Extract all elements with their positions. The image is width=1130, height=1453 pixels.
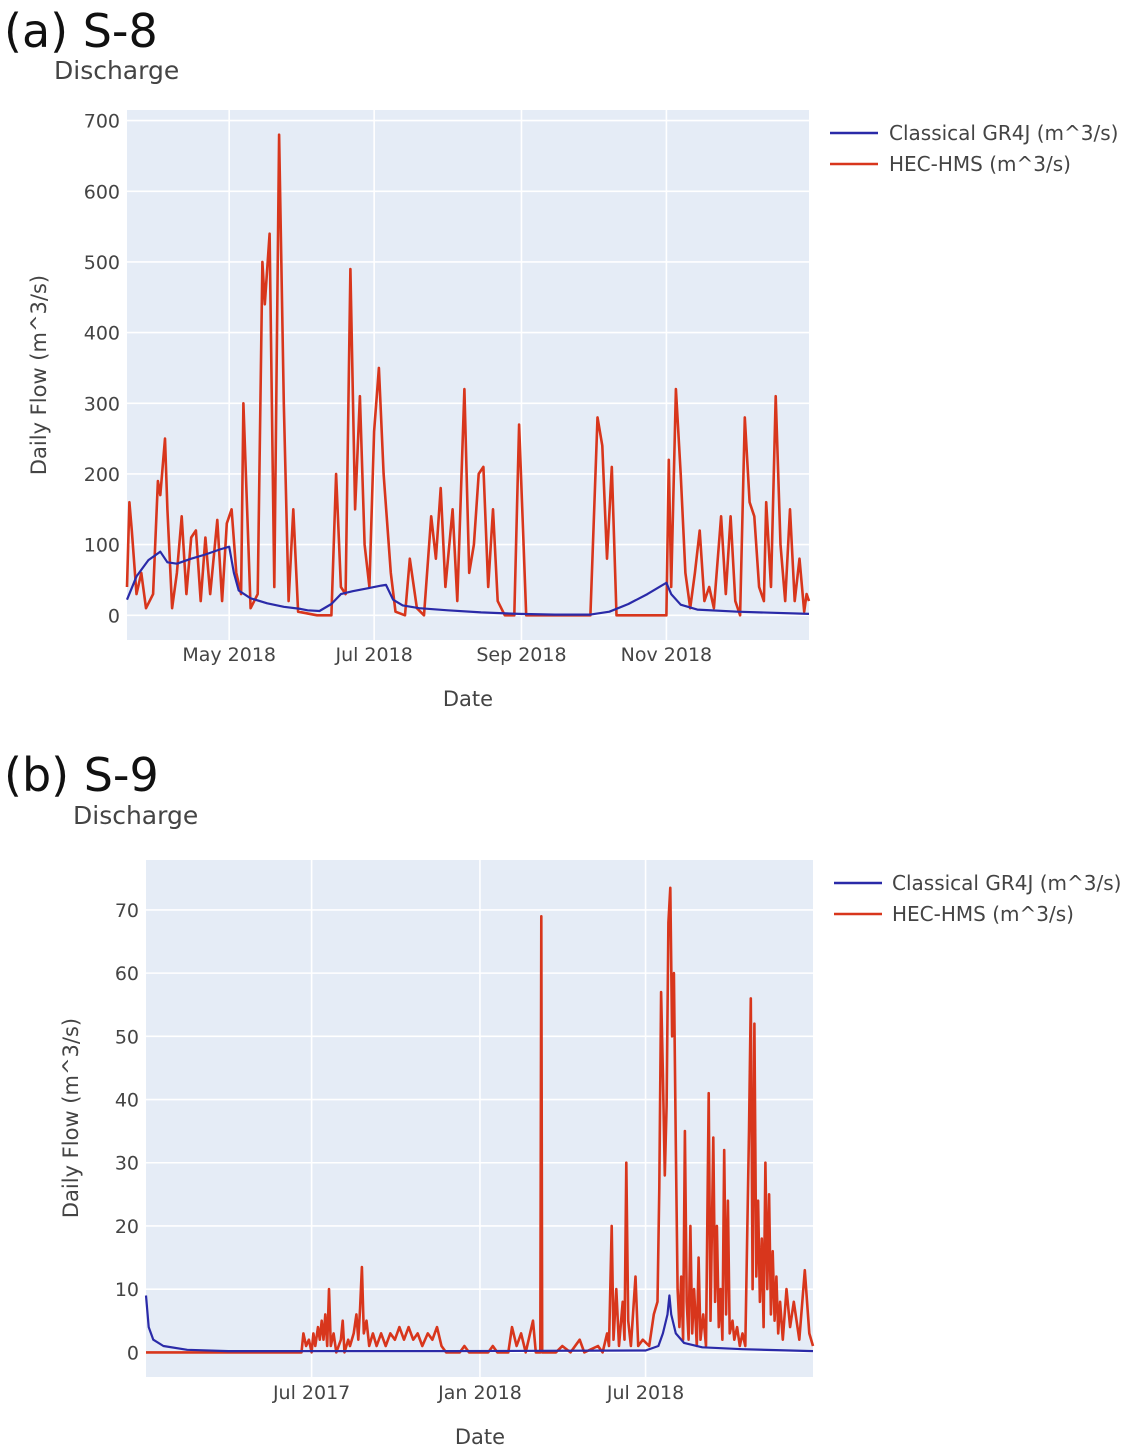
chart-b-x-tick-label: Jul 2018 <box>606 1382 684 1404</box>
chart-a: 0 100 200 300 400 500 600 700 May 2018 Jul 2018 S… <box>27 110 1118 711</box>
chart-b-x-tick-label: Jul 2017 <box>272 1382 350 1404</box>
chart-a-series-lines <box>125 133 811 617</box>
chart-a-x-tick-label: Sep 2018 <box>476 644 566 666</box>
chart-a-y-tick-label: 700 <box>84 111 120 133</box>
chart-a-y-tick-label: 200 <box>84 464 120 486</box>
chart-b-y-tick-label: 50 <box>115 1026 139 1048</box>
chart-b-series-lines <box>144 886 815 1354</box>
chart-b-grid <box>146 860 813 1377</box>
chart-a-y-axis-title: Daily Flow (m^3/s) <box>27 275 51 475</box>
chart-b-y-tick-label: 70 <box>115 900 139 922</box>
chart-b-y-ticks: 0 10 20 30 40 50 60 70 <box>115 900 139 1364</box>
chart-a-y-ticks: 0 100 200 300 400 500 600 700 <box>84 111 120 628</box>
chart-b-x-tick-label: Jan 2018 <box>437 1382 522 1404</box>
chart-b-title: Discharge <box>73 801 199 830</box>
chart-a-y-tick-label: 400 <box>84 323 120 345</box>
chart-a-x-ticks: May 2018 Jul 2018 Sep 2018 Nov 2018 <box>182 644 712 666</box>
chart-b-x-ticks: Jul 2017 Jan 2018 Jul 2018 <box>272 1382 684 1404</box>
chart-b-y-tick-label: 0 <box>127 1342 139 1364</box>
chart-b-legend-label-hec: HEC-HMS (m^3/s) <box>892 902 1074 926</box>
panel-a-label: (a) S-8 <box>4 4 158 58</box>
chart-a-legend-label-hec: HEC-HMS (m^3/s) <box>889 152 1071 176</box>
panel-b-label: (b) S-9 <box>4 748 159 802</box>
chart-b-legend-label-gr4j: Classical GR4J (m^3/s) <box>892 871 1121 895</box>
chart-a-legend-label-gr4j: Classical GR4J (m^3/s) <box>889 121 1118 145</box>
chart-b-y-tick-label: 60 <box>115 963 139 985</box>
chart-a-y-tick-label: 100 <box>84 535 120 557</box>
chart-b-gr4j-line <box>144 1294 814 1353</box>
chart-b-y-axis-title: Daily Flow (m^3/s) <box>59 1018 83 1218</box>
chart-a-x-axis-title: Date <box>443 687 493 711</box>
chart-b-y-tick-label: 30 <box>115 1153 139 1175</box>
chart-a-y-tick-label: 0 <box>108 605 120 627</box>
chart-a-x-tick-label: Nov 2018 <box>621 644 712 666</box>
chart-a-gr4j-line <box>125 545 810 616</box>
chart-b-y-tick-label: 40 <box>115 1090 139 1112</box>
chart-b-y-tick-label: 10 <box>115 1279 139 1301</box>
chart-b-hec-hms-line <box>146 886 815 1354</box>
chart-a-title: Discharge <box>54 56 180 85</box>
chart-a-x-tick-label: Jul 2018 <box>334 644 412 666</box>
chart-b-legend[interactable]: Classical GR4J (m^3/s) HEC-HMS (m^3/s) <box>834 871 1121 926</box>
chart-a-x-tick-label: May 2018 <box>182 644 276 666</box>
chart-a-y-tick-label: 600 <box>84 181 120 203</box>
chart-a-y-tick-label: 300 <box>84 393 120 415</box>
chart-a-legend[interactable]: Classical GR4J (m^3/s) HEC-HMS (m^3/s) <box>830 121 1118 176</box>
chart-b-y-tick-label: 20 <box>115 1216 139 1238</box>
chart-b-x-axis-title: Date <box>455 1425 505 1449</box>
chart-a-hec-hms-line <box>125 133 811 617</box>
chart-a-y-tick-label: 500 <box>84 252 120 274</box>
